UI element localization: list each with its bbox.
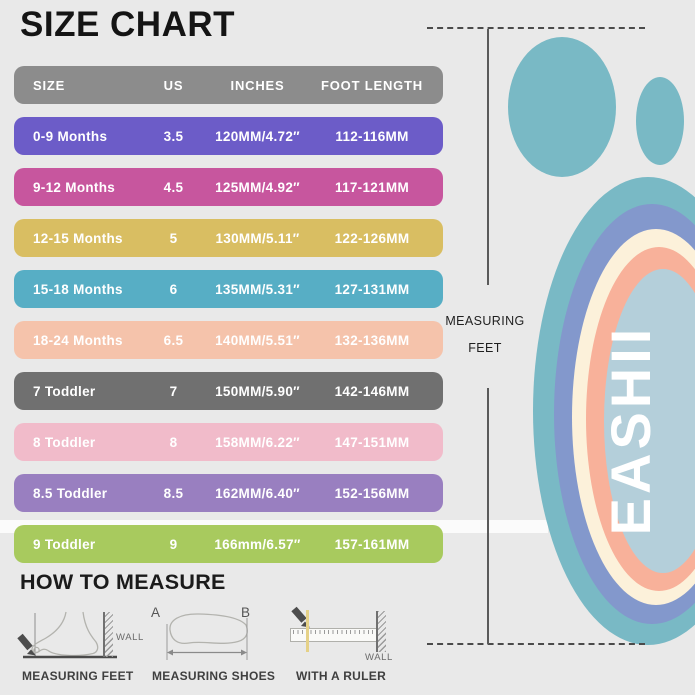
pencil-icon	[17, 633, 33, 651]
inches-cell: 130MM/5.11″	[215, 230, 300, 246]
brand-logo-text: EASHII	[599, 325, 662, 536]
us-cell: 8	[169, 434, 178, 450]
size-cell: 9-12 Months	[33, 179, 116, 195]
measuring-annotation-line1: MEASURING	[445, 314, 525, 328]
top-dashed-guide-line	[427, 27, 645, 29]
header-foot-length: FOOT LENGTH	[321, 77, 423, 93]
us-cell: 6	[169, 281, 178, 297]
header-us: US	[163, 77, 184, 93]
arrow-head-right-icon	[241, 649, 247, 656]
foot-length-cell: 132-136MM	[334, 332, 410, 348]
foot-length-cell: 127-131MM	[334, 281, 410, 297]
measuring-shoes-label: MEASURING SHOES	[152, 669, 276, 683]
measuring-annotation-line2: FEET	[468, 340, 502, 355]
vertical-guide-line-upper	[487, 29, 489, 285]
table-row: 8 Toddler 8 158MM/6.22″ 147-151MM	[14, 423, 443, 461]
bottom-dashed-guide-line	[427, 643, 645, 645]
inches-cell: 158MM/6.22″	[215, 434, 300, 450]
foot-length-cell: 152-156MM	[334, 485, 410, 501]
ruler-tick-marks	[293, 630, 375, 634]
measuring-feet-annotation: MEASURING FEET	[436, 315, 534, 354]
us-cell: 9	[169, 536, 178, 552]
inches-cell: 135MM/5.31″	[215, 281, 300, 297]
foot-sketch-toe	[33, 646, 40, 654]
size-cell: 8 Toddler	[33, 434, 96, 450]
wall-hatch-right-diagram	[376, 611, 386, 652]
how-to-measure-title: HOW TO MEASURE	[20, 570, 226, 594]
sole-inner-blue-layer	[604, 269, 695, 573]
table-row: 9 Toddler 9 166mm/6.57″ 157-161MM	[14, 525, 443, 563]
foot-length-cell: 117-121MM	[335, 179, 409, 195]
us-cell: 3.5	[163, 128, 184, 144]
foot-length-cell: 142-146MM	[334, 383, 410, 399]
point-a-label: A	[151, 605, 161, 620]
measuring-feet-diagram	[17, 611, 117, 659]
inches-cell: 162MM/6.40″	[215, 485, 300, 501]
pencil-icon	[291, 606, 307, 623]
table-row: 0-9 Months 3.5 120MM/4.72″ 112-116MM	[14, 117, 443, 155]
foot-length-cell: 112-116MM	[335, 128, 409, 144]
measuring-shoes-diagram	[166, 613, 248, 660]
us-cell: 8.5	[163, 485, 184, 501]
header-size: SIZE	[33, 77, 66, 93]
wall-hatch-left-diagram	[103, 612, 113, 657]
page-title: SIZE CHART	[20, 5, 235, 44]
wall-label: WALL	[116, 632, 144, 643]
inches-cell: 166mm/6.57″	[214, 536, 301, 552]
measuring-feet-label: MEASURING FEET	[22, 669, 134, 683]
us-cell: 4.5	[163, 179, 184, 195]
foot-length-cell: 122-126MM	[334, 230, 410, 246]
table-row: 9-12 Months 4.5 125MM/4.92″ 117-121MM	[14, 168, 443, 206]
point-b-label: B	[241, 605, 251, 620]
size-cell: 9 Toddler	[33, 536, 96, 552]
size-cell: 7 Toddler	[33, 383, 96, 399]
size-table: SIZE US INCHES FOOT LENGTH 0-9 Months 3.…	[14, 66, 443, 576]
us-cell: 6.5	[163, 332, 184, 348]
yellow-measure-guide-line	[306, 610, 309, 652]
arrow-head-left-icon	[167, 649, 173, 656]
inches-cell: 125MM/4.92″	[215, 179, 300, 195]
foot-length-cell: 147-151MM	[334, 434, 410, 450]
size-cell: 8.5 Toddler	[33, 485, 108, 501]
table-row: 15-18 Months 6 135MM/5.31″ 127-131MM	[14, 270, 443, 308]
us-cell: 7	[169, 383, 178, 399]
table-row: 7 Toddler 7 150MM/5.90″ 142-146MM	[14, 372, 443, 410]
foot-sketch-front	[31, 611, 67, 654]
foot-length-cell: 157-161MM	[334, 536, 410, 552]
small-toe-shape	[636, 77, 684, 165]
size-cell: 18-24 Months	[33, 332, 123, 348]
table-row: 18-24 Months 6.5 140MM/5.51″ 132-136MM	[14, 321, 443, 359]
big-toe-shape	[508, 37, 616, 177]
inches-cell: 140MM/5.51″	[215, 332, 300, 348]
pencil-tip-icon	[27, 649, 36, 656]
with-a-ruler-label: WITH A RULER	[296, 669, 387, 683]
size-cell: 0-9 Months	[33, 128, 108, 144]
shoe-sole-outline	[169, 613, 248, 645]
table-row: 8.5 Toddler 8.5 162MM/6.40″ 152-156MM	[14, 474, 443, 512]
foot-sketch-back	[47, 611, 99, 657]
inches-cell: 120MM/4.72″	[215, 128, 300, 144]
inches-cell: 150MM/5.90″	[215, 383, 300, 399]
size-cell: 15-18 Months	[33, 281, 123, 297]
table-row: 12-15 Months 5 130MM/5.11″ 122-126MM	[14, 219, 443, 257]
us-cell: 5	[169, 230, 178, 246]
wall-label: WALL	[365, 652, 393, 663]
table-header-row: SIZE US INCHES FOOT LENGTH	[14, 66, 443, 104]
ruler-icon	[290, 628, 378, 642]
header-inches: INCHES	[230, 77, 285, 93]
size-cell: 12-15 Months	[33, 230, 123, 246]
vertical-guide-line-lower	[487, 388, 489, 644]
